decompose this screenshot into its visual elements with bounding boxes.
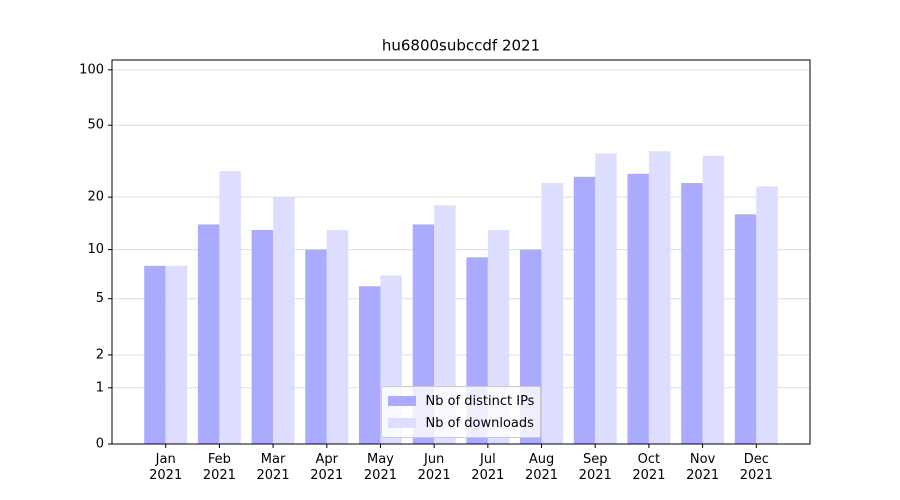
x-tick-label: Aug 2021 <box>524 452 559 483</box>
bar <box>251 230 274 444</box>
y-tick-label: 2 <box>96 347 104 362</box>
x-tick-label: Dec 2021 <box>739 452 773 483</box>
bar <box>595 153 617 444</box>
bar <box>197 224 220 444</box>
y-tick-label: 0 <box>96 437 104 452</box>
chart-title: hu6800subccdf 2021 <box>382 37 540 55</box>
legend-swatch <box>387 418 416 428</box>
x-tick-label: May 2021 <box>363 452 397 483</box>
legend-item: Nb of distinct IPs <box>387 390 535 412</box>
x-tick-label: Jan 2021 <box>149 452 183 483</box>
x-tick-label: Jul 2021 <box>471 452 505 483</box>
x-tick-label: Apr 2021 <box>310 452 344 483</box>
y-tick-label: 10 <box>87 242 104 257</box>
bar <box>681 183 703 445</box>
bar <box>541 183 564 445</box>
legend-swatch <box>387 396 416 406</box>
y-tick-label: 50 <box>87 118 104 133</box>
bar <box>702 155 725 445</box>
x-tick-label: Mar 2021 <box>256 452 290 483</box>
bar <box>273 197 295 444</box>
y-tick-label: 1 <box>96 380 104 395</box>
y-tick-label: 100 <box>79 62 104 77</box>
y-tick-label: 20 <box>87 190 104 205</box>
bar <box>573 176 596 444</box>
bar <box>756 186 778 444</box>
x-tick-label: Feb 2021 <box>202 452 236 483</box>
bar <box>648 151 671 444</box>
legend: Nb of distinct IPs Nb of downloads <box>380 386 542 438</box>
bar <box>434 205 456 444</box>
x-tick-label: Nov 2021 <box>686 452 720 483</box>
bar <box>305 249 327 444</box>
bar <box>144 265 166 444</box>
legend-label: Nb of distinct IPs <box>425 393 535 409</box>
x-tick-label: Jun 2021 <box>417 452 451 483</box>
plot-frame <box>111 59 811 445</box>
bar <box>627 173 649 444</box>
bar <box>326 230 349 444</box>
bar <box>358 286 381 444</box>
legend-item: Nb of downloads <box>387 412 535 434</box>
bar <box>734 214 757 444</box>
bar <box>165 265 188 444</box>
x-tick-label: Oct 2021 <box>632 452 666 483</box>
y-tick-label: 5 <box>96 291 104 306</box>
legend-label: Nb of downloads <box>425 415 534 431</box>
x-tick-label: Sep 2021 <box>578 452 612 483</box>
bar <box>219 170 241 444</box>
